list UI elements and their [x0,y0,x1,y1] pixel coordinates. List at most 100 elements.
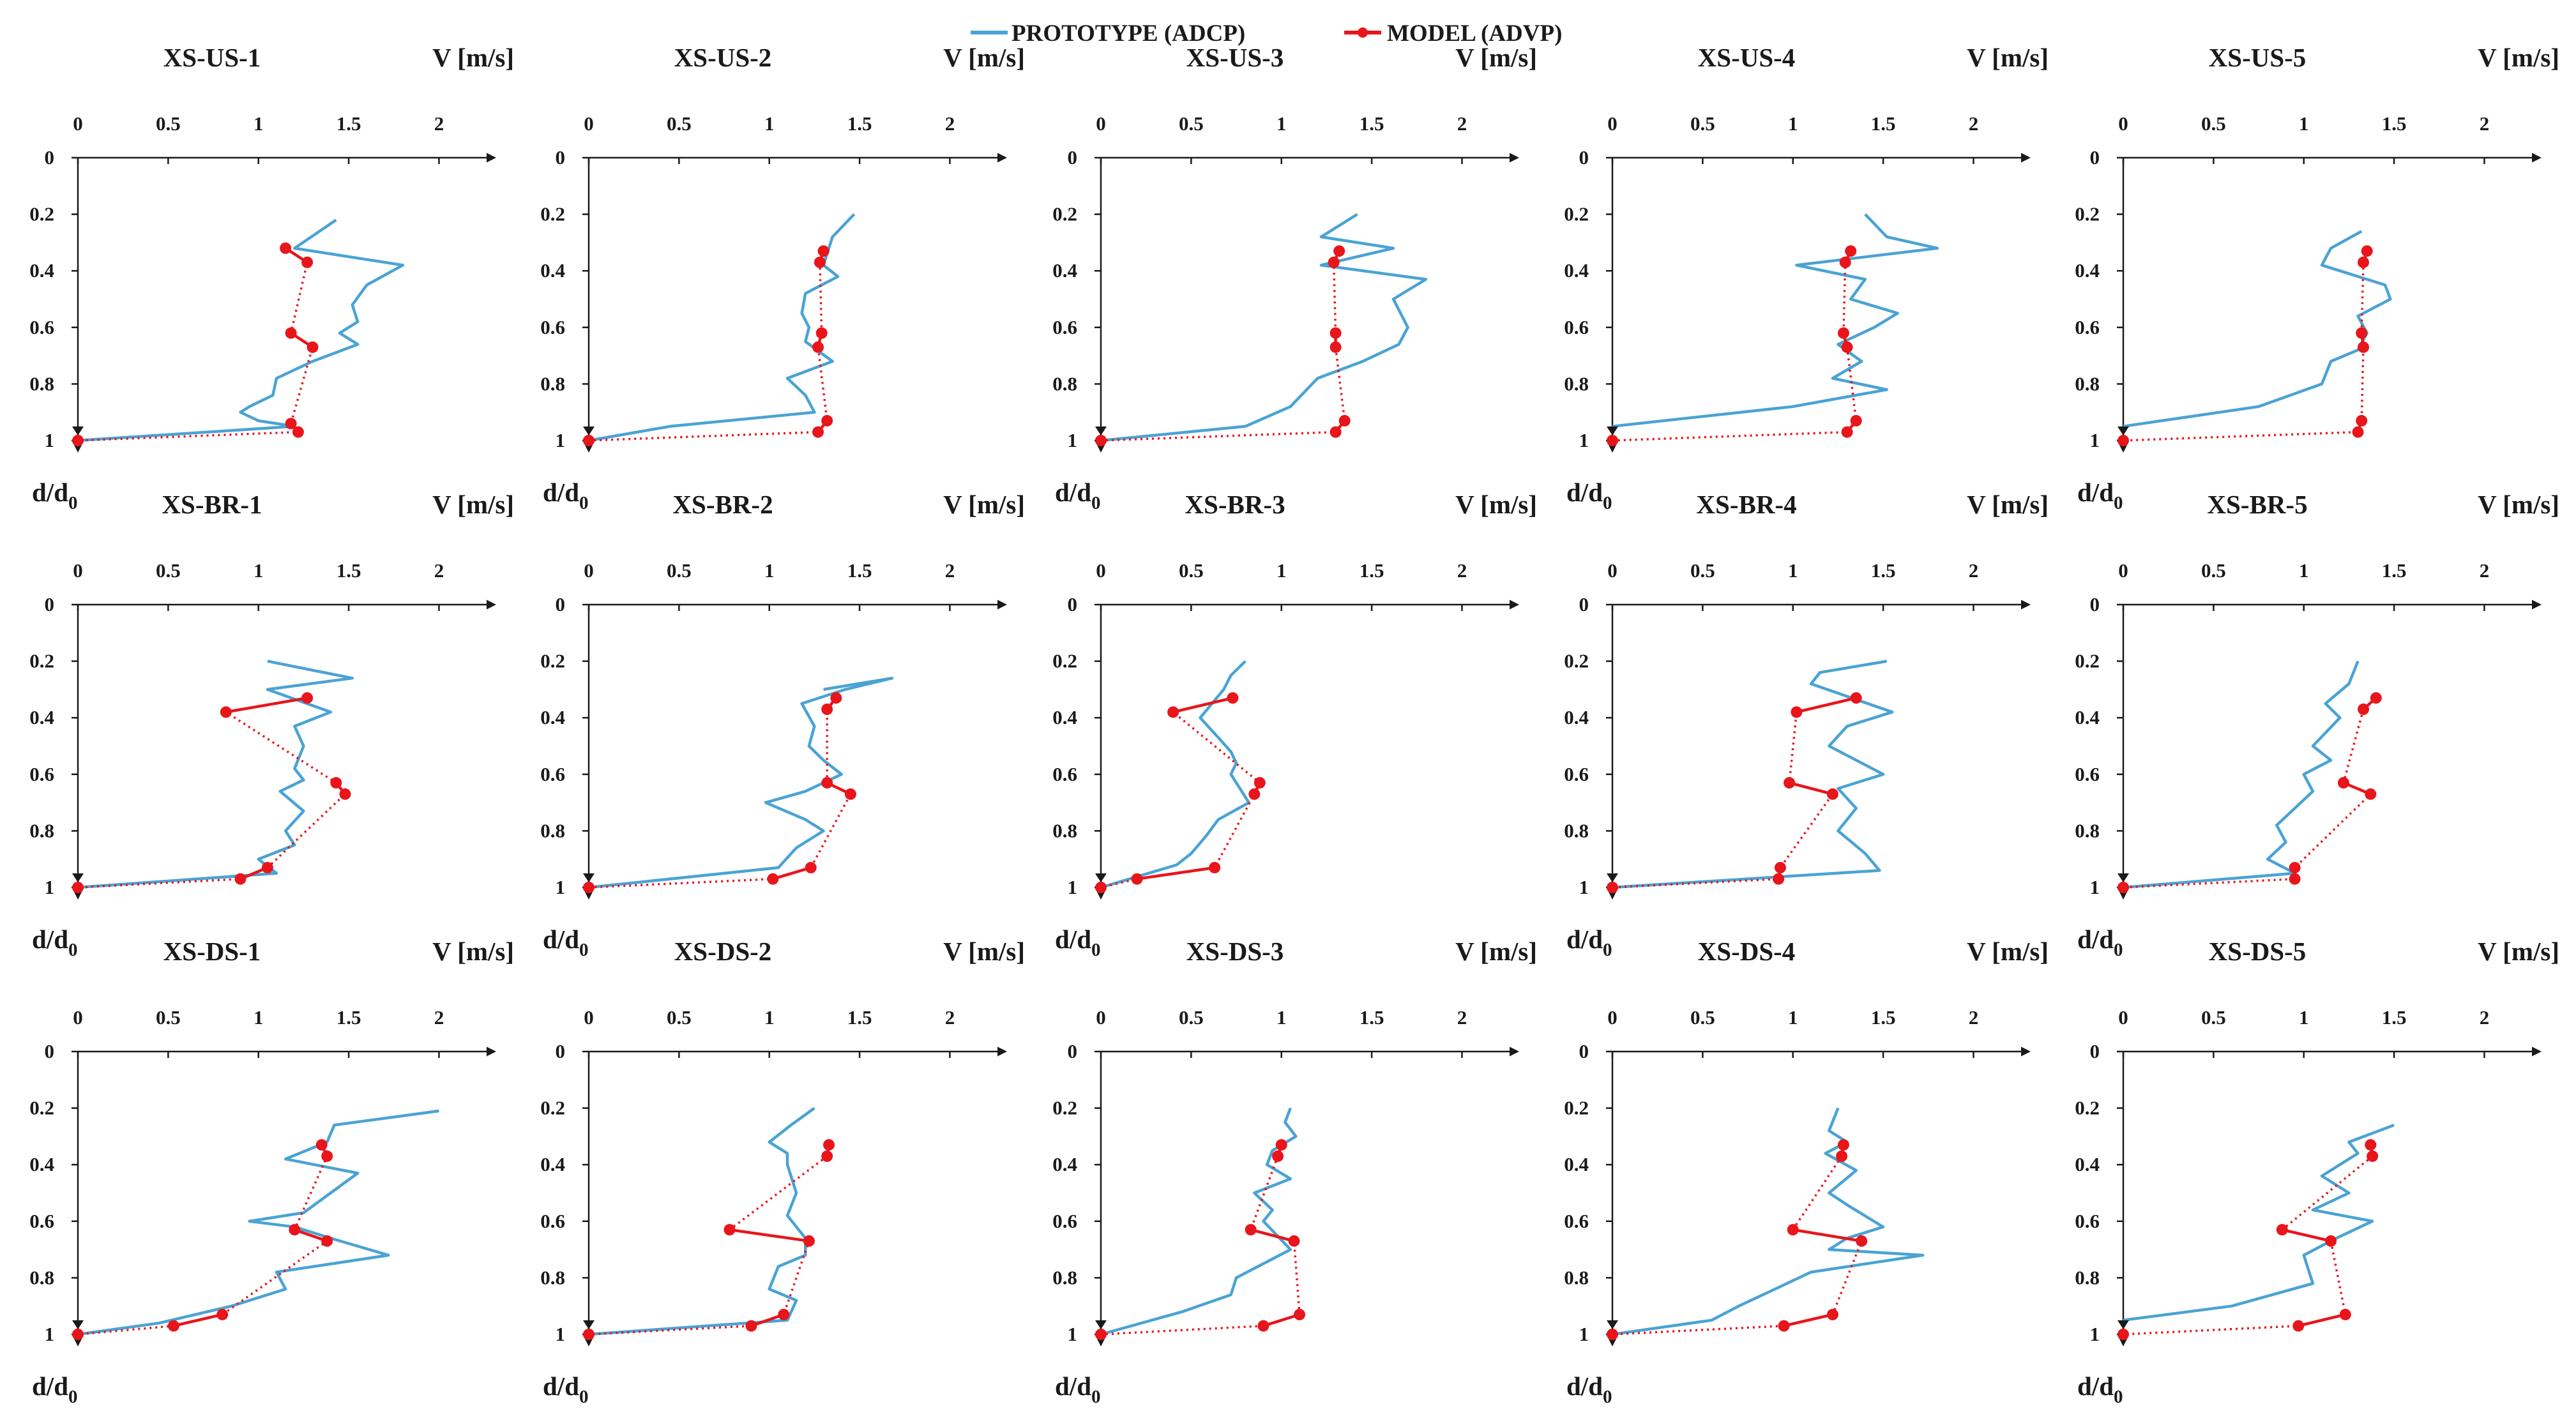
x-tick-label: 1 [764,112,775,135]
model-point [2365,1139,2377,1151]
prototype-series-line [2123,660,2360,889]
panel-XS-BR-3: XS-BR-3 V [m/s] 0 0.5 1 1.5 2 0 0.2 0.4 0.6 0.8 1 d/d… [1052,490,1537,960]
x-axis-label: V [m/s] [2478,43,2559,72]
model-series-segment [729,1228,810,1243]
y-tick-label: 1 [2090,429,2100,451]
x-axis-label: V [m/s] [432,490,514,519]
model-point [1338,414,1351,426]
model-point [583,882,595,893]
model-series-segment [225,696,308,714]
y-tick-label: 0.8 [540,819,565,841]
y-tick-label: 0.8 [1564,372,1589,395]
y-axis-label-subscript: 0 [579,1387,589,1407]
x-tick-label: 2 [1457,112,1467,135]
model-point [167,1320,179,1332]
x-tick-label: 0.5 [2201,1006,2226,1029]
x-tick-label: 1.5 [1360,559,1384,582]
x-tick-label: 0.5 [156,1006,181,1029]
panel-XS-DS-4: XS-DS-4 V [m/s] 0 0.5 1 1.5 2 0 0.2 0.4 0.6 0.8 1 d/d… [1564,937,2049,1407]
x-tick-label: 1.5 [1871,112,1896,135]
x-tick-label: 0.5 [1690,559,1715,582]
model-point [2370,692,2382,704]
bed-marker [583,1320,595,1329]
model-series-segment [1796,697,1857,714]
x-tick-label: 0 [1096,559,1106,582]
x-tick-label: 1.5 [337,559,361,582]
model-point [1791,706,1803,718]
x-tick-label: 2 [945,112,955,135]
x-tick-label: 1 [2299,1006,2309,1029]
model-point [1294,1308,1305,1320]
model-point [1773,873,1785,885]
model-series-segment [1137,866,1215,880]
model-point [72,435,84,446]
y-tick-label: 0.8 [1564,1266,1589,1288]
panel-XS-BR-1: XS-BR-1 V [m/s] 0 0.5 1 1.5 2 0 0.2 0.4 0.6 0.8 1 d/d… [29,490,514,960]
bed-marker [72,1320,84,1329]
y-tick-label: 1 [45,1323,55,1345]
model-series-segment [772,866,812,880]
panels-grid: XS-US-1 V [m/s] 0 0.5 1 1.5 2 0 0.2 0.4 0.6 0.8 1 d/d… [29,43,2559,1407]
y-axis-label-subscript: 0 [2114,493,2123,513]
x-tick-label: 0.5 [667,112,692,135]
x-tick-label: 1 [2299,112,2309,135]
model-point [724,1224,736,1236]
y-axis-label-subscript: 0 [68,940,78,960]
y-tick-label: 0.2 [540,650,565,672]
panel-XS-US-1: XS-US-1 V [m/s] 0 0.5 1 1.5 2 0 0.2 0.4 0.6 0.8 1 d/d… [29,43,514,513]
y-tick-label: 0 [2090,593,2100,615]
prototype-series-line [1612,213,1939,428]
y-tick-label: 0.4 [1564,1153,1589,1175]
panel-title: XS-DS-2 [674,937,772,966]
model-series-segment [1784,1313,1833,1327]
y-tick-label: 0.8 [540,372,565,395]
x-tick-label: 0 [1096,112,1106,135]
panel-XS-DS-5: XS-DS-5 V [m/s] 0 0.5 1 1.5 2 0 0.2 0.4 0.6 0.8 1 d/d… [2075,937,2559,1407]
panel-XS-BR-5: XS-BR-5 V [m/s] 0 0.5 1 1.5 2 0 0.2 0.4 0.6 0.8 1 d/d… [2075,490,2559,960]
model-point [817,245,830,257]
model-point [778,1308,790,1320]
y-axis-label: d/d0 [1566,1371,1612,1407]
y-tick-label: 0.6 [1052,763,1077,785]
x-tick-label: 0.5 [667,1006,692,1029]
y-axis-label-main: d/d [1055,1371,1091,1401]
x-tick-label: 2 [1457,1006,1467,1029]
model-point [301,256,314,268]
x-tick-label: 1 [254,1006,264,1029]
y-axis-label-subscript: 0 [1091,493,1101,513]
model-series-dotted-line [2123,697,2377,889]
y-axis-label-main: d/d [543,478,579,507]
model-point [1131,873,1143,885]
y-tick-label: 0.6 [540,316,565,338]
x-axis-label: V [m/s] [1967,937,2049,966]
x-tick-label: 1 [1788,559,1798,582]
model-point [1227,692,1239,704]
model-point [285,327,297,339]
model-point [830,692,842,704]
x-tick-label: 1.5 [847,559,872,582]
model-point [321,1150,333,1162]
x-tick-label: 0 [2118,559,2128,582]
y-tick-label: 0.6 [1564,763,1589,785]
model-point [1272,1150,1284,1162]
y-tick-label: 1 [1579,876,1589,898]
panel-title: XS-US-4 [1698,43,1796,72]
model-point [1850,692,1862,704]
panel-XS-US-3: XS-US-3 V [m/s] 0 0.5 1 1.5 2 0 0.2 0.4 0.6 0.8 1 d/d… [1052,43,1537,513]
prototype-series-line [2123,1124,2395,1322]
y-axis-label: d/d0 [32,924,78,960]
y-axis-label-subscript: 0 [1603,940,1612,960]
model-series-dotted-line [1100,697,1261,889]
model-series-dotted-line [588,697,852,889]
model-point [2292,1320,2305,1332]
y-tick-label: 0.6 [29,316,54,338]
model-series-dotted-line [2123,250,2368,442]
y-tick-label: 0.6 [1052,1210,1077,1232]
bed-marker [1607,426,1618,435]
y-tick-label: 0.6 [2075,1210,2100,1232]
y-axis-label-subscript: 0 [1091,1387,1101,1407]
model-point [315,1139,328,1151]
prototype-series-line [77,660,354,889]
panel-XS-US-4: XS-US-4 V [m/s] 0 0.5 1 1.5 2 0 0.2 0.4 0.6 0.8 1 d/d… [1564,43,2049,513]
panel-title: XS-BR-2 [672,490,773,519]
